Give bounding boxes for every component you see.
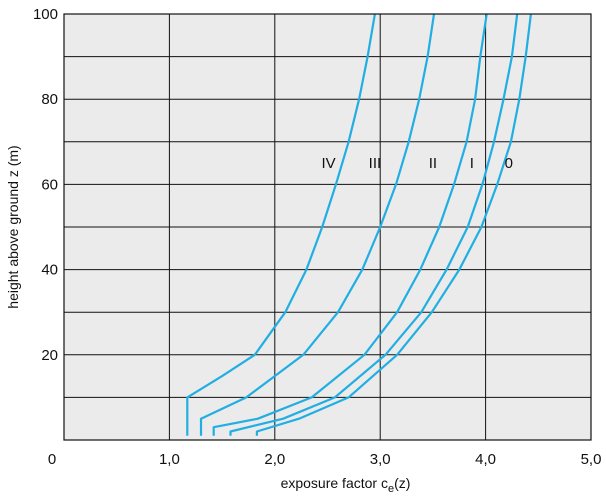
x-tick-label: 1,0 bbox=[159, 451, 180, 468]
curve-labels: IV III II I 0 bbox=[321, 155, 512, 172]
x-axis-label: exposure factor ce(z) bbox=[281, 475, 411, 495]
x-tick-label: 2,0 bbox=[264, 451, 285, 468]
y-tick-label: 20 bbox=[41, 347, 58, 364]
curve-0 bbox=[255, 13, 532, 436]
curves bbox=[186, 13, 532, 436]
curve-II bbox=[212, 13, 488, 436]
x-axis-label-sub: e bbox=[388, 483, 394, 495]
curve-label: 0 bbox=[505, 155, 513, 172]
plot-frame bbox=[63, 13, 592, 441]
x-tick-label: 0 bbox=[48, 451, 56, 468]
y-tick-label: 100 bbox=[33, 6, 58, 23]
curve-I bbox=[229, 13, 519, 436]
curve-III bbox=[199, 13, 436, 436]
curve-IV bbox=[186, 13, 376, 436]
curve-label: I bbox=[470, 155, 474, 172]
x-axis-label-tail: (z) bbox=[394, 475, 410, 491]
x-tick-label: 5,0 bbox=[581, 451, 602, 468]
y-tick-label: 60 bbox=[41, 176, 58, 193]
x-axis-label-main: exposure factor c bbox=[281, 475, 388, 491]
tick-labels: 0 1,0 2,0 3,0 4,0 5,0 20 40 60 80 100 bbox=[33, 6, 601, 468]
y-tick-label: 40 bbox=[41, 262, 58, 279]
curve-label: IV bbox=[321, 155, 335, 172]
x-tick-label: 3,0 bbox=[370, 451, 391, 468]
x-tick-label: 4,0 bbox=[475, 451, 496, 468]
y-axis-label: height above ground z (m) bbox=[5, 145, 21, 308]
y-tick-label: 80 bbox=[41, 91, 58, 108]
curve-label: III bbox=[369, 155, 382, 172]
curve-label: II bbox=[429, 155, 437, 172]
